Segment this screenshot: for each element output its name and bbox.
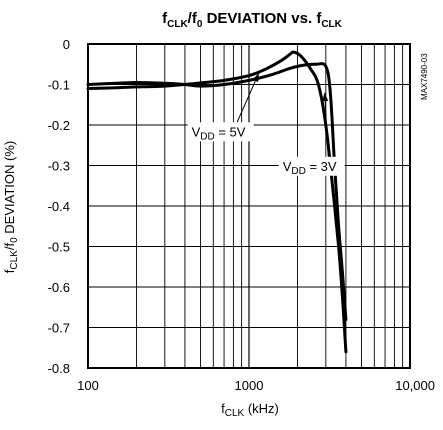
y-tick-label: -0.1 (48, 78, 70, 93)
y-tick-label: -0.2 (48, 118, 70, 133)
y-tick-label: -0.6 (48, 280, 70, 295)
annotation-arrowhead (322, 92, 329, 102)
x-tick-label: 1000 (235, 378, 264, 393)
x-tick-label: 10,000 (395, 378, 435, 393)
chart-title: fCLK/f0 DEVIATION vs. fCLK (162, 10, 343, 30)
annotation-leader (324, 92, 329, 157)
y-tick-label: 0 (63, 37, 70, 52)
series-layer (86, 50, 348, 354)
series-label-2: VDD = 3V (283, 159, 337, 177)
y-axis-label: fCLK/f0 DEVIATION (%) (2, 141, 20, 273)
x-tick-labels: 100 1000 10,000 (77, 378, 435, 393)
series-line-1 (86, 50, 348, 354)
y-tick-labels: 0 -0.1 -0.2 -0.3 -0.4 -0.5 -0.6 -0.7 -0.8 (48, 37, 70, 376)
x-tick-label: 100 (77, 378, 99, 393)
y-tick-label: -0.8 (48, 361, 70, 376)
y-tick-label: -0.4 (48, 199, 70, 214)
annotation-background (278, 156, 345, 176)
plot-frame (87, 43, 411, 369)
y-tick-label: -0.7 (48, 321, 70, 336)
annotation-background (187, 122, 254, 142)
annotation-leader (236, 72, 260, 123)
y-tick-label: -0.3 (48, 159, 70, 174)
series-label-1: VDD = 5V (192, 124, 246, 142)
x-axis-label: fCLK (kHz) (221, 401, 279, 419)
grid (88, 43, 411, 369)
annotation-arrowhead (252, 73, 259, 83)
part-code: MAX7490-03 (420, 53, 429, 100)
y-tick-label: -0.5 (48, 240, 70, 255)
series-line-2 (86, 62, 348, 321)
annotations: VDD = 5V VDD = 3V (187, 72, 345, 177)
